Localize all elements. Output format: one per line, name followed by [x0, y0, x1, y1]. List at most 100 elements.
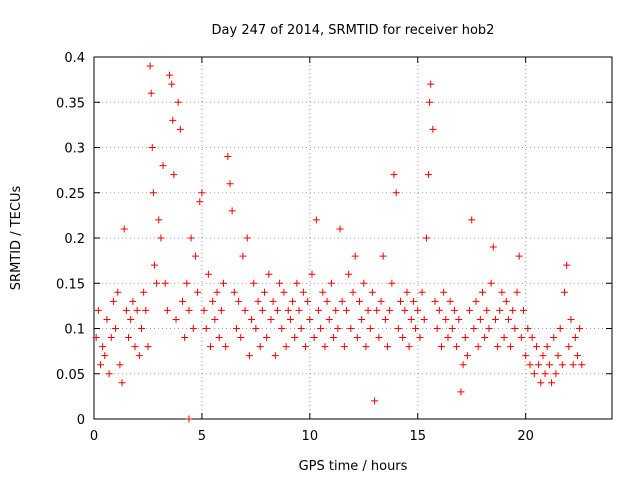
data-point — [105, 370, 113, 378]
data-point — [169, 116, 177, 124]
data-point — [517, 334, 525, 342]
data-point — [209, 297, 217, 305]
data-point — [131, 343, 139, 351]
data-point — [317, 325, 325, 332]
data-point — [308, 270, 316, 278]
data-point — [293, 279, 301, 287]
data-point — [101, 352, 109, 360]
data-point — [107, 334, 115, 342]
data-point — [453, 343, 461, 351]
x-tick-label: 5 — [198, 429, 206, 444]
data-point — [291, 334, 299, 342]
data-point — [276, 279, 284, 287]
data-point — [334, 325, 342, 332]
data-point — [552, 370, 560, 378]
data-point — [297, 325, 305, 332]
data-point — [191, 252, 199, 260]
data-point — [312, 216, 320, 224]
x-tick-label: 0 — [90, 429, 98, 444]
data-point — [349, 288, 357, 296]
data-point — [500, 334, 508, 342]
data-point — [269, 297, 277, 305]
data-point — [545, 361, 553, 369]
data-point — [137, 325, 145, 332]
data-point — [222, 343, 230, 351]
data-point — [578, 361, 586, 369]
data-point — [537, 379, 545, 387]
data-point — [567, 315, 575, 323]
data-point — [539, 352, 547, 360]
data-point — [252, 325, 260, 332]
y-tick-label: 0 — [77, 413, 85, 428]
data-point — [310, 334, 318, 342]
data-point — [487, 279, 495, 287]
data-point — [401, 306, 409, 314]
data-point — [232, 325, 240, 332]
data-point — [237, 334, 245, 342]
data-point — [129, 297, 137, 305]
data-point — [526, 361, 534, 369]
data-point — [576, 325, 584, 332]
data-point — [511, 325, 519, 332]
data-point — [325, 315, 333, 323]
data-point — [455, 315, 463, 323]
data-point — [176, 125, 184, 133]
data-point — [278, 325, 286, 332]
data-point — [412, 325, 420, 332]
data-point — [381, 315, 389, 323]
data-point — [554, 352, 562, 360]
data-point — [273, 306, 281, 314]
data-point — [494, 343, 502, 351]
data-point — [220, 279, 227, 287]
data-point — [200, 306, 208, 314]
data-point — [321, 343, 329, 351]
data-point — [409, 297, 417, 305]
data-point — [414, 306, 422, 314]
data-point — [245, 352, 253, 360]
data-point — [550, 334, 558, 342]
data-point — [295, 306, 303, 314]
data-point — [379, 252, 387, 260]
data-point — [92, 334, 100, 342]
data-point — [457, 388, 465, 396]
data-point — [140, 288, 148, 296]
data-point — [142, 306, 150, 314]
series-outlier — [185, 415, 193, 423]
data-point — [530, 370, 538, 378]
data-point — [157, 234, 165, 242]
data-point — [127, 315, 135, 323]
data-point — [174, 98, 182, 106]
data-point — [149, 189, 157, 197]
data-point — [189, 325, 197, 332]
series-SRMTID — [92, 62, 586, 405]
data-point — [155, 216, 163, 224]
data-point — [422, 234, 430, 242]
data-point — [481, 334, 489, 342]
data-point — [211, 315, 219, 323]
data-point — [280, 288, 288, 296]
data-point — [483, 306, 491, 314]
data-point — [250, 279, 258, 287]
x-axis-label: GPS time / hours — [299, 459, 408, 474]
data-point — [284, 306, 292, 314]
data-point — [258, 306, 266, 314]
data-point — [362, 343, 370, 351]
data-point — [185, 415, 193, 423]
data-point — [375, 334, 383, 342]
data-point — [558, 361, 566, 369]
y-tick-label: 0.35 — [56, 96, 85, 111]
data-point — [427, 80, 435, 88]
data-point — [476, 315, 484, 323]
data-point — [358, 315, 366, 323]
data-point — [159, 162, 167, 170]
data-point — [161, 279, 169, 287]
data-point — [360, 279, 368, 287]
data-point — [355, 297, 363, 305]
data-point — [366, 325, 374, 332]
data-point — [388, 279, 396, 287]
data-point — [207, 343, 215, 351]
data-point — [416, 334, 424, 342]
data-point — [515, 252, 523, 260]
data-point — [496, 306, 504, 314]
